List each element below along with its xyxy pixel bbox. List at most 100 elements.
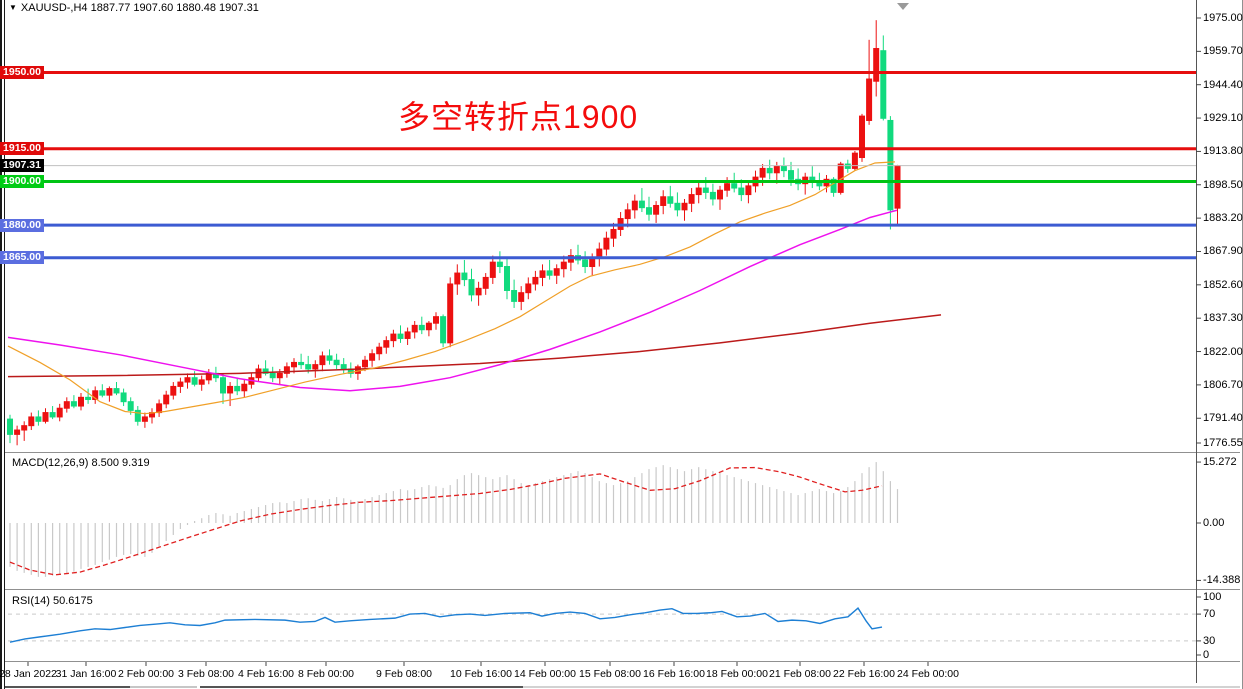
candle-down: [113, 388, 120, 394]
candle-down: [496, 261, 503, 268]
horizontal-scrollbar-track: [5, 686, 130, 688]
time-axis-label: 14 Feb 00:00: [514, 668, 576, 680]
price-tick-label: 1929.10: [1203, 112, 1243, 125]
candle-up: [489, 261, 496, 278]
candle-down: [830, 178, 837, 193]
candle-up: [603, 237, 610, 250]
ma-mid-magenta: [7, 209, 898, 392]
chart-annotation-text: 多空转折点1900: [398, 99, 639, 135]
price-tick-label: 1898.50: [1203, 178, 1243, 191]
candle-up: [695, 187, 702, 196]
candle-down: [234, 385, 241, 392]
candle-down: [298, 361, 305, 366]
candle-down: [880, 50, 887, 119]
candle-up: [227, 385, 234, 394]
candle-up: [177, 381, 184, 387]
candle-down: [780, 165, 787, 172]
candle-down: [504, 266, 510, 291]
candle-up: [660, 196, 667, 206]
candle-down: [667, 196, 674, 204]
horizontal-scrollbar-track: [523, 686, 1240, 688]
candle-up: [681, 202, 688, 211]
price-badge: 1907.31: [0, 159, 44, 173]
candle-up: [539, 270, 546, 278]
candle-up: [717, 189, 723, 200]
candle-down: [191, 377, 198, 385]
candle-down: [85, 396, 92, 401]
rsi-line: [9, 607, 883, 643]
candle-up: [376, 346, 383, 355]
candle-up: [745, 185, 752, 196]
candle-up: [532, 276, 539, 285]
main-price-panel: [7, 3, 1196, 446]
price-tick-label: 1837.30: [1203, 312, 1243, 325]
candle-down: [120, 392, 127, 403]
candle-up: [291, 361, 297, 368]
rsi-panel: [8, 607, 1196, 643]
candle-down: [511, 290, 518, 302]
candle-down: [731, 183, 738, 189]
candle-up: [42, 412, 49, 422]
time-axis-label: 18 Feb 00:00: [706, 668, 768, 680]
candle-up: [354, 366, 361, 374]
candle-up: [78, 396, 84, 407]
chart-shift-marker-icon: [897, 3, 909, 10]
horizontal-scrollbar-thumb[interactable]: [200, 686, 523, 688]
price-tick-label: 1822.00: [1203, 345, 1243, 358]
time-axis-label: 22 Feb 16:00: [833, 668, 895, 680]
candle-up: [184, 377, 191, 383]
candle-up: [319, 355, 326, 366]
candle-down: [638, 200, 645, 209]
time-axis-label: 8 Feb 00:00: [297, 668, 355, 680]
candle-down: [70, 401, 77, 407]
rsi-scale-label: 70: [1203, 608, 1216, 621]
candle-up: [433, 316, 439, 324]
candle-up: [28, 416, 35, 427]
candle-up: [276, 372, 283, 379]
symbol-dropdown-icon[interactable]: ▼: [9, 3, 17, 12]
macd-scale-label: 0.00: [1203, 517, 1225, 529]
candle-down: [326, 355, 333, 361]
price-badge: 1915.00: [0, 142, 44, 156]
candle-down: [127, 401, 134, 411]
candle-up: [518, 292, 525, 302]
candle-down: [461, 272, 468, 281]
price-tick-label: 1944.40: [1203, 78, 1243, 91]
candle-up: [404, 331, 411, 339]
candle-up: [475, 287, 482, 296]
candle-down: [7, 418, 13, 435]
candle-up: [312, 364, 319, 370]
candle-down: [269, 372, 276, 379]
candle-up: [894, 165, 901, 209]
price-tick-label: 1852.60: [1203, 278, 1243, 291]
candle-up: [362, 359, 368, 368]
time-axis-label: 28 Jan 2022: [0, 668, 57, 680]
candle-up: [553, 268, 560, 276]
price-badge: 1950.00: [0, 66, 44, 79]
time-axis-label: 10 Feb 16:00: [450, 668, 512, 680]
time-axis-label: 31 Jan 16:00: [55, 668, 117, 680]
time-axis-label: 3 Feb 08:00: [177, 668, 235, 680]
candle-up: [383, 340, 390, 348]
candle-up: [624, 209, 631, 220]
candle-up: [163, 394, 170, 405]
candle-down: [844, 163, 851, 169]
candle-up: [610, 228, 617, 239]
candle-down: [418, 324, 425, 331]
candle-down: [674, 202, 681, 211]
macd-scale-label: 15.272: [1203, 456, 1237, 469]
candle-down: [788, 170, 794, 180]
time-axis-label: 16 Feb 16:00: [643, 668, 705, 680]
candle-up: [369, 353, 376, 361]
time-axis-label: 21 Feb 08:00: [769, 668, 831, 680]
ma-short-orange: [7, 161, 896, 415]
candle-down: [49, 412, 56, 418]
macd-scale-label: -14.388: [1203, 574, 1241, 587]
price-tick-label: 1867.90: [1203, 245, 1243, 258]
candle-up: [63, 401, 70, 409]
candle-up: [21, 425, 28, 431]
candle-up: [560, 261, 567, 270]
time-axis-label: 24 Feb 00:00: [897, 668, 959, 680]
